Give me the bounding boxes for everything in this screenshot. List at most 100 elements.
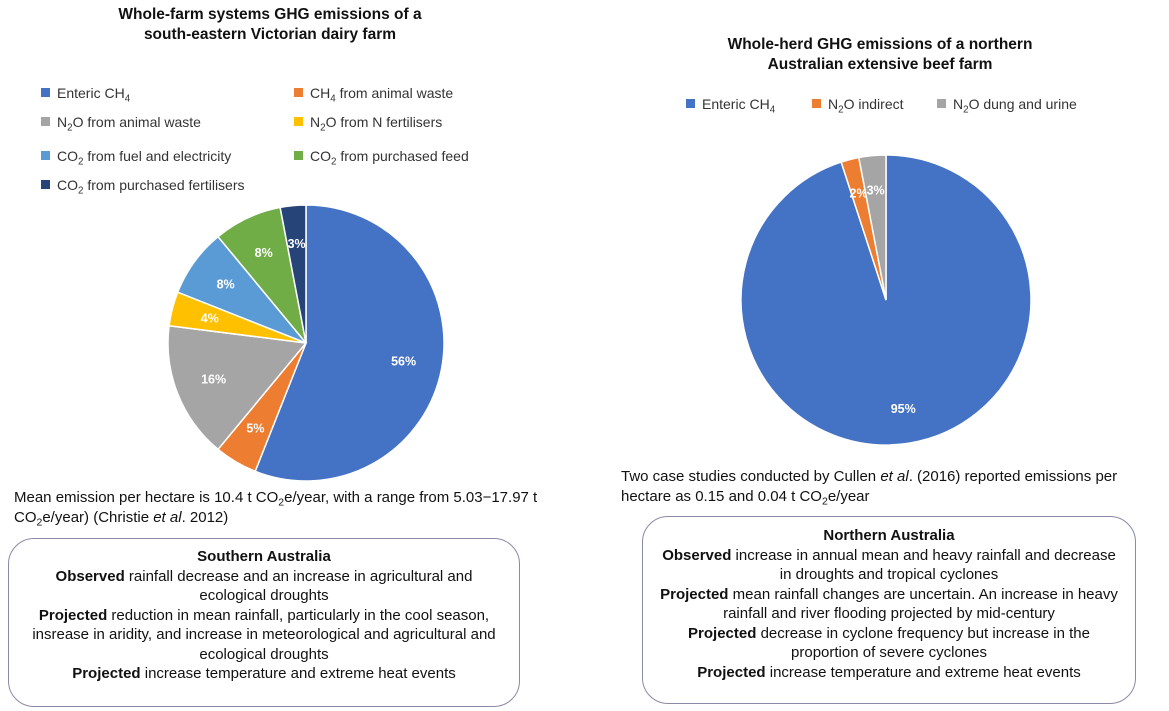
pie-value-label: 4% xyxy=(201,311,219,325)
legend-label-pre: N xyxy=(953,96,964,112)
legend-label-post: from purchased feed xyxy=(336,148,469,164)
left-legend-item: CO2 from purchased feed xyxy=(294,148,469,168)
box-line-bold: Observed xyxy=(55,567,125,585)
legend-label-sub: 4 xyxy=(124,93,131,105)
legend-label-sub: 4 xyxy=(330,93,336,105)
legend-swatch xyxy=(41,117,50,126)
legend-label-sub: 2 xyxy=(78,156,84,168)
legend-swatch xyxy=(41,151,50,160)
legend-label-pre: CH xyxy=(310,85,331,101)
pie-value-label: 8% xyxy=(255,246,273,260)
note-italic: et al xyxy=(153,509,182,526)
legend-label-pre: Enteric CH xyxy=(702,96,770,112)
box-line: Projected reduction in mean rainfall, pa… xyxy=(23,606,505,665)
box-line: Observed rainfall decrease and an increa… xyxy=(23,567,505,606)
legend-label-post: from purchased fertilisers xyxy=(83,177,245,193)
legend-label-pre: CO xyxy=(57,177,78,193)
legend-label-sub: 2 xyxy=(78,185,84,197)
box-line: Projected decrease in cyclone frequency … xyxy=(657,624,1121,663)
southern-australia-box: Southern Australia Observed rainfall dec… xyxy=(8,538,520,707)
box-line-text: increase temperature and extreme heat ev… xyxy=(765,663,1081,681)
box-line: Observed increase in annual mean and hea… xyxy=(657,546,1121,585)
right-chart-title: Whole-herd GHG emissions of a northern A… xyxy=(670,35,1090,75)
legend-label-post: O from animal waste xyxy=(72,114,201,130)
pie-value-label: 5% xyxy=(246,422,264,436)
left-chart-title-line1: Whole-farm systems GHG emissions of a xyxy=(118,6,422,23)
legend-label-sub: 2 xyxy=(963,104,969,116)
pie-value-label: 56% xyxy=(391,355,416,369)
pie-value-label: 2% xyxy=(850,186,868,200)
legend-label-sub: 2 xyxy=(331,156,337,168)
box-line: Projected mean rainfall changes are unce… xyxy=(657,585,1121,624)
left-legend-item: N2O from animal waste xyxy=(41,114,201,133)
box-line: Projected increase temperature and extre… xyxy=(657,663,1121,683)
pie-value-label: 3% xyxy=(288,237,306,251)
box-line-text: increase temperature and extreme heat ev… xyxy=(140,665,456,682)
note-text: e/year) (Christie xyxy=(42,509,154,526)
box-line-bold: Projected xyxy=(660,585,729,603)
pie-slice xyxy=(254,204,445,482)
box-heading: Southern Australia xyxy=(197,548,331,565)
note-sub: 2 xyxy=(821,495,828,508)
note-text: Two case studies conducted by Cullen xyxy=(621,468,881,485)
pie-slice xyxy=(167,324,308,451)
legend-swatch xyxy=(294,88,303,97)
right-legend-item: Enteric CH4 xyxy=(686,96,776,116)
legend-swatch xyxy=(294,117,303,126)
legend-label-pre: N xyxy=(310,114,321,130)
box-line-bold: Observed xyxy=(662,546,732,564)
note-text: e/year xyxy=(827,488,870,505)
left-chart-title-line2: south-eastern Victorian dairy farm xyxy=(143,26,397,43)
legend-swatch xyxy=(686,99,695,108)
box-line-text: reduction in mean rainfall, particularly… xyxy=(32,606,496,663)
legend-swatch xyxy=(812,99,821,108)
pie-slice xyxy=(857,154,887,301)
legend-swatch xyxy=(294,151,303,160)
legend-label-post: O indirect xyxy=(843,96,904,112)
note-text: . 2012) xyxy=(181,509,229,526)
box-line-text: mean rainfall changes are uncertain. An … xyxy=(723,585,1118,623)
box-line-bold: Projected xyxy=(72,665,141,682)
box-heading: Northern Australia xyxy=(823,527,955,544)
right-emission-note: Two case studies conducted by Cullen et … xyxy=(621,467,1166,507)
legend-label-sub: 2 xyxy=(320,122,326,134)
legend-label-pre: N xyxy=(57,114,68,130)
box-line-text: rainfall decrease and an increase in agr… xyxy=(124,567,473,605)
right-chart-title-line1: Whole-herd GHG emissions of a northern xyxy=(727,36,1033,53)
legend-label-sub: 4 xyxy=(769,104,776,116)
legend-swatch xyxy=(41,180,50,189)
pie-value-label: 8% xyxy=(217,278,235,292)
box-line-bold: Projected xyxy=(688,624,757,642)
pie-value-label: 3% xyxy=(867,183,885,197)
note-sub: 2 xyxy=(36,516,43,529)
pie-value-label: 16% xyxy=(201,373,226,387)
left-legend-item: CH4 from animal waste xyxy=(294,85,453,105)
left-emission-note: Mean emission per hectare is 10.4 t CO2e… xyxy=(14,488,554,528)
left-legend-item: CO2 from fuel and electricity xyxy=(41,148,232,168)
box-line-bold: Projected xyxy=(697,663,766,681)
legend-swatch xyxy=(41,88,50,97)
left-legend-item: CO2 from purchased fertilisers xyxy=(41,177,245,197)
box-line-text: increase in annual mean and heavy rainfa… xyxy=(731,546,1116,584)
note-sub: 2 xyxy=(278,496,285,509)
box-line: Projected increase temperature and extre… xyxy=(23,664,505,684)
legend-label-pre: CO xyxy=(310,148,331,164)
pie-value-label: 95% xyxy=(891,402,916,416)
legend-label-pre: CO xyxy=(57,148,78,164)
legend-label-post: from fuel and electricity xyxy=(83,148,232,164)
note-text: . (2016) reported emissions per hectare … xyxy=(621,468,1118,505)
right-legend-item: N2O indirect xyxy=(812,96,904,116)
legend-label-pre: N xyxy=(828,96,839,112)
right-legend-item: N2O dung and urine xyxy=(937,96,1077,116)
legend-label-sub: 2 xyxy=(838,104,844,116)
left-legend-item: N2O from N fertilisers xyxy=(294,114,443,134)
box-line-text: decrease in cyclone frequency but increa… xyxy=(756,624,1090,662)
legend-label-post: O from N fertilisers xyxy=(325,114,443,130)
note-text: Mean emission per hectare is 10.4 t CO xyxy=(14,489,279,506)
left-chart-title: Whole-farm systems GHG emissions of a so… xyxy=(40,5,500,45)
legend-label-post: O dung and urine xyxy=(968,96,1077,112)
box-line-bold: Projected xyxy=(38,606,108,624)
pie-slice xyxy=(279,204,307,344)
